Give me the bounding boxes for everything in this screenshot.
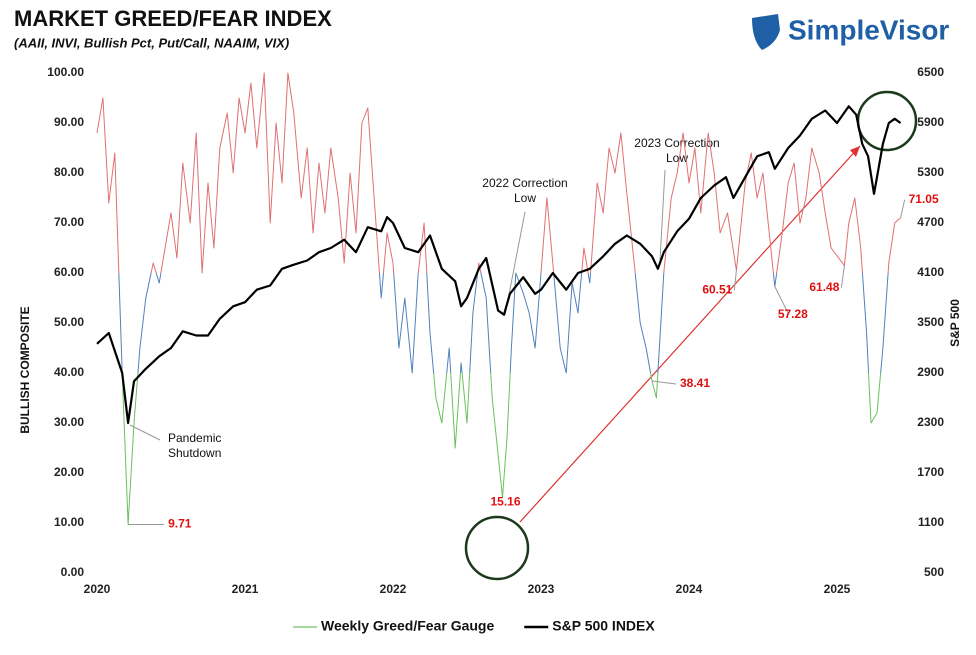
note-leader <box>659 169 666 261</box>
annotation-label: 9.71 <box>168 517 192 531</box>
annotation-leader <box>774 286 790 315</box>
y-tick-label: 80.00 <box>54 165 84 179</box>
y-tick-label: 20.00 <box>54 465 84 479</box>
y2-tick-label: 3500 <box>917 315 944 329</box>
annotation-leader <box>900 199 906 218</box>
note-text: 2022 Correction <box>482 176 567 190</box>
note-text: Low <box>514 191 536 205</box>
x-tick-label: 2024 <box>676 582 703 596</box>
legend-label: S&P 500 INDEX <box>552 618 655 634</box>
annotation-label: 61.48 <box>809 280 839 294</box>
y-tick-label: 40.00 <box>54 365 84 379</box>
legend-label: Weekly Greed/Fear Gauge <box>321 618 494 634</box>
annotation-label: 38.41 <box>680 376 710 390</box>
y-axis-label: BULLISH COMPOSITE <box>18 306 32 433</box>
highlight-circle <box>856 90 918 152</box>
y-tick-label: 0.00 <box>61 565 85 579</box>
logo: SimpleVisor <box>752 14 949 50</box>
note-text: Low <box>666 151 688 165</box>
y-tick-label: 50.00 <box>54 315 84 329</box>
note-text: Pandemic <box>168 431 221 445</box>
logo-icon <box>752 14 780 50</box>
y2-tick-label: 4700 <box>917 215 944 229</box>
annotation-leader <box>651 380 677 385</box>
trend-arrow <box>519 145 861 523</box>
y2-tick-label: 1100 <box>918 515 944 529</box>
y-tick-label: 30.00 <box>54 415 84 429</box>
y2-tick-label: 4100 <box>917 265 944 279</box>
annotation-leader <box>733 270 737 291</box>
y2-tick-label: 2900 <box>917 365 944 379</box>
note-text: Shutdown <box>168 446 221 460</box>
y2-tick-label: 5900 <box>917 115 944 129</box>
x-tick-label: 2023 <box>528 582 555 596</box>
y2-tick-label: 5300 <box>917 165 944 179</box>
highlight-circle <box>464 515 530 581</box>
annotation-label: 15.16 <box>491 494 521 508</box>
note-leader <box>129 424 161 441</box>
y-tick-label: 70.00 <box>54 215 84 229</box>
x-tick-label: 2020 <box>84 582 111 596</box>
x-tick-label: 2022 <box>380 582 407 596</box>
y-tick-label: 60.00 <box>54 265 84 279</box>
y-tick-label: 100.00 <box>47 65 84 79</box>
series-line <box>96 72 901 525</box>
legend: Weekly Greed/Fear Gauge S&P 500 INDEX <box>293 618 655 634</box>
y2-tick-label: 500 <box>924 565 944 579</box>
y2-tick-label: 6500 <box>917 65 944 79</box>
annotation-label: 57.28 <box>778 307 808 321</box>
logo-text: SimpleVisor <box>788 14 949 45</box>
annotation-leader <box>840 265 845 288</box>
y-tick-label: 10.00 <box>54 515 84 529</box>
chart-title: MARKET GREED/FEAR INDEX <box>14 6 332 31</box>
y-tick-label: 90.00 <box>54 115 84 129</box>
y2-tick-label: 1700 <box>917 465 944 479</box>
annotation-label: 60.51 <box>702 283 732 297</box>
chart-subtitle: (AAII, INVI, Bullish Pct, Put/Call, NAAI… <box>14 35 289 50</box>
note-text: 2023 Correction <box>634 136 719 150</box>
y2-axis-label: S&P 500 <box>948 299 962 347</box>
series-line <box>96 105 902 425</box>
x-tick-label: 2021 <box>232 582 259 596</box>
annotation-label: 71.05 <box>909 192 939 206</box>
x-tick-label: 2025 <box>824 582 851 596</box>
arrow-head <box>850 146 860 157</box>
y2-tick-label: 2300 <box>917 415 944 429</box>
